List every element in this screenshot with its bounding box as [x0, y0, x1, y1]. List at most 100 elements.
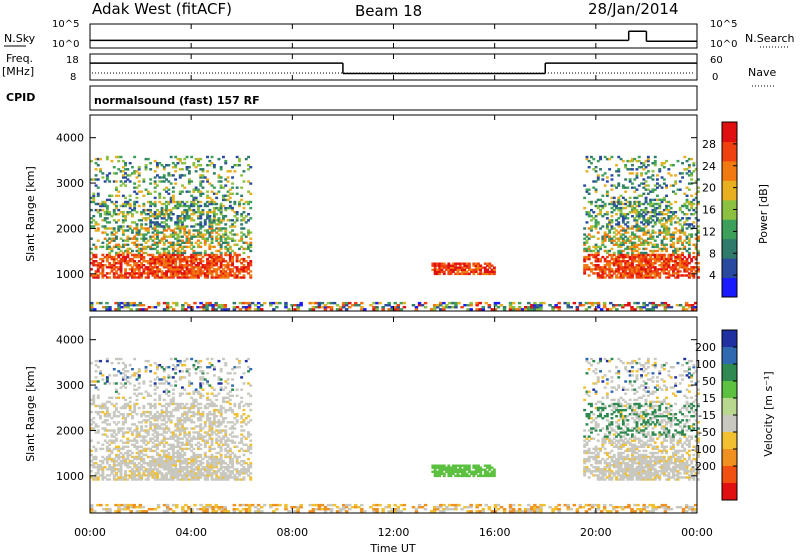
power-echo-cell: [115, 270, 118, 273]
power-echo-cell: [683, 204, 687, 208]
power-echo-cell: [105, 174, 109, 177]
power-echo-cell: [683, 247, 687, 251]
power-echo-cell: [176, 255, 180, 259]
power-echo-cell: [615, 268, 618, 271]
power-echo-cell: [653, 155, 657, 159]
power-echo-cell: [192, 245, 196, 249]
velocity-echo-cell: [112, 459, 116, 463]
power-echo-cell: [617, 257, 621, 261]
power-echo-cell: [217, 190, 221, 193]
power-echo-cell: [108, 245, 112, 249]
power-echo-cell: [492, 270, 496, 273]
power-echo-cell: [183, 241, 187, 244]
power-echo-cell: [656, 194, 659, 197]
velocity-echo-cell: [192, 435, 196, 438]
power-echo-cell: [420, 304, 425, 307]
power-echo-cell: [676, 217, 680, 220]
power-echo-cell: [156, 262, 159, 265]
power-echo-cell: [174, 253, 178, 257]
power-echo-cell: [158, 194, 162, 197]
power-echo-cell: [137, 270, 141, 273]
power-echo-cell: [124, 180, 127, 183]
power-echo-cell: [192, 213, 196, 216]
power-echo-cell: [635, 213, 639, 216]
power-echo-cell: [117, 227, 121, 230]
power-echo-cell: [662, 162, 666, 165]
velocity-echo-cell: [121, 459, 125, 463]
power-echo-cell: [660, 270, 664, 273]
power-echo-cell: [694, 217, 698, 220]
power-echo-cell: [160, 253, 164, 257]
velocity-echo-cell: [185, 459, 189, 463]
velocity-echo-cell: [140, 457, 143, 461]
power-echo-cell: [142, 233, 146, 236]
power-echo-cell: [121, 176, 125, 179]
power-echo-cell: [187, 245, 191, 249]
velocity-echo-cell: [124, 441, 127, 444]
power-echo-cell: [635, 268, 639, 271]
power-echo-cell: [124, 260, 127, 263]
velocity-echo-cell: [115, 390, 118, 393]
velocity-echo-cell: [112, 413, 116, 416]
power-echo-cell: [590, 200, 593, 204]
power-echo-cell: [140, 225, 143, 228]
velocity-echo-cell: [210, 433, 214, 436]
power-echo-cell: [521, 308, 525, 311]
power-echo-cell: [678, 219, 682, 222]
velocity-echo-cell: [199, 453, 203, 457]
power-echo-cell: [231, 262, 234, 265]
power-echo-cell: [690, 270, 694, 273]
power-echo-cell: [105, 233, 109, 236]
power-echo-cell: [660, 213, 664, 216]
power-echo-cell: [605, 194, 609, 197]
velocity-echo-cell: [217, 478, 221, 481]
power-echo-cell: [293, 308, 297, 311]
velocity-echo-cell: [158, 459, 162, 463]
power-echo-cell: [153, 270, 157, 273]
power-echo-cell: [176, 247, 180, 251]
cpid-label: CPID: [6, 91, 35, 104]
velocity-echo-cell: [108, 423, 112, 426]
power-echo-cell: [162, 235, 166, 238]
velocity-echo-cell: [178, 419, 182, 422]
power-echo-cell: [226, 268, 230, 271]
velocity-echo-cell: [210, 455, 214, 459]
velocity-echo-cell: [92, 476, 96, 479]
velocity-echo-cell: [156, 445, 159, 448]
power-echo-cell: [165, 213, 168, 216]
velocity-echo-cell: [201, 413, 205, 416]
power-echo-cell: [608, 239, 612, 242]
power-echo-cell: [108, 198, 112, 202]
power-echo-cell: [249, 166, 253, 169]
velocity-echo-cell: [181, 474, 184, 477]
velocity-echo-cell: [181, 392, 184, 395]
power-echo-cell: [685, 198, 689, 202]
power-echo-cell: [175, 301, 179, 305]
power-echo-cell: [676, 253, 680, 257]
power-echo-cell: [192, 253, 196, 257]
power-echo-cell: [249, 260, 253, 263]
power-echo-cell: [683, 262, 687, 265]
power-echo-cell: [92, 255, 96, 259]
power-echo-cell: [146, 227, 150, 230]
power-echo-cell: [372, 308, 376, 311]
power-echo-cell: [635, 208, 639, 212]
power-echo-cell: [621, 233, 625, 236]
power-echo-cell: [615, 223, 618, 226]
velocity-echo-cell: [156, 417, 159, 420]
power-echo-cell: [169, 217, 173, 220]
power-echo-cell: [596, 221, 600, 224]
power-echo-cell: [115, 245, 118, 249]
power-echo-cell: [463, 304, 467, 307]
velocity-echo-cell: [217, 392, 221, 395]
power-echo-cell: [335, 304, 340, 307]
power-echo-cell: [201, 176, 205, 179]
power-echo-cell: [115, 194, 118, 197]
power-echo-cell: [108, 241, 112, 244]
power-echo-cell: [660, 176, 664, 179]
power-echo-cell: [133, 235, 137, 238]
power-echo-cell: [165, 308, 170, 311]
power-echo-cell: [594, 266, 598, 269]
power-echo-cell: [178, 215, 182, 218]
velocity-echo-cell: [208, 361, 212, 365]
